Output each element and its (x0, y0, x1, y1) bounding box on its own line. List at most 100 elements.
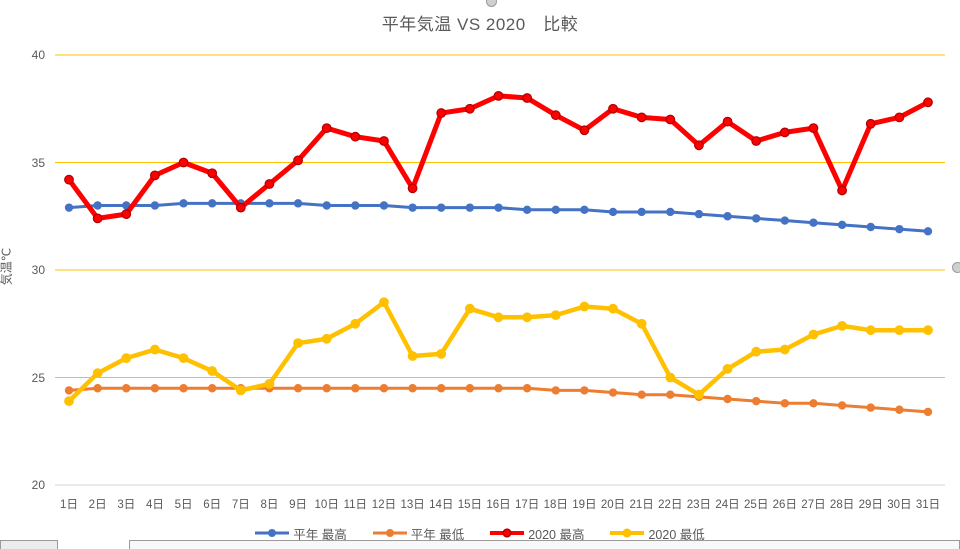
series-marker-2020 最低 (493, 312, 504, 323)
x-tick-label: 14日 (429, 499, 454, 511)
series-marker-2020 最高 (522, 93, 533, 103)
worksheet-cell-edge-right (129, 540, 960, 549)
series-marker-平年 最低 (751, 396, 761, 406)
series-marker-平年 最高 (408, 203, 417, 212)
series-marker-2020 最低 (264, 379, 275, 389)
legend-line-marker-icon (372, 528, 407, 538)
series-marker-2020 最低 (464, 303, 475, 314)
chart-legend[interactable]: 平年 最高 平年 最低 2020 最高 2020 最低 (0, 524, 960, 542)
x-tick-label: 31日 (915, 499, 941, 511)
series-marker-平年 最低 (837, 401, 847, 410)
y-tick-label: 35 (31, 155, 45, 170)
series-marker-2020 最高 (493, 90, 504, 101)
x-tick-label: 23日 (686, 499, 712, 511)
series-marker-平年 最高 (293, 199, 303, 208)
series-marker-平年 最高 (522, 205, 532, 214)
series-marker-平年 最高 (494, 203, 503, 212)
series-marker-2020 最低 (92, 368, 103, 379)
series-marker-2020 最高 (579, 125, 590, 136)
x-tick-label: 19日 (572, 499, 597, 511)
legend-item-2020 最低[interactable]: 2020 最低 (610, 524, 705, 543)
legend-label: 平年 最高 (293, 527, 347, 542)
x-tick-label: 24日 (715, 499, 740, 511)
series-marker-平年 最低 (666, 390, 675, 399)
x-tick-label: 3日 (117, 499, 136, 511)
series-marker-平年 最高 (64, 203, 74, 212)
series-marker-2020 最高 (923, 97, 933, 108)
series-marker-2020 最高 (608, 103, 618, 114)
legend-item-平年 最低[interactable]: 平年 最低 (372, 524, 465, 543)
series-marker-2020 最高 (751, 136, 762, 146)
y-tick-label: 30 (31, 263, 45, 277)
series-marker-2020 最高 (665, 114, 676, 125)
x-tick-label: 22日 (658, 499, 683, 511)
series-marker-平年 最低 (93, 384, 102, 393)
series-marker-平年 最高 (322, 201, 331, 210)
legend-item-平年 最高[interactable]: 平年 最高 (255, 524, 347, 543)
series-marker-2020 最低 (865, 325, 876, 336)
series-marker-平年 最低 (150, 384, 160, 393)
series-marker-平年 最高 (723, 212, 732, 221)
x-tick-label: 15日 (457, 499, 482, 511)
series-marker-2020 最低 (751, 346, 762, 357)
series-marker-2020 最高 (350, 131, 361, 142)
series-marker-2020 最高 (722, 116, 733, 127)
series-marker-平年 最高 (694, 209, 704, 219)
series-marker-平年 最高 (179, 199, 188, 208)
series-marker-2020 最高 (464, 103, 475, 114)
series-marker-平年 最低 (494, 384, 503, 393)
series-marker-2020 最低 (665, 372, 676, 383)
series-marker-2020 最高 (550, 110, 561, 121)
series-marker-2020 最低 (579, 301, 590, 312)
series-marker-2020 最低 (178, 353, 189, 364)
x-tick-label: 8日 (260, 499, 279, 511)
series-marker-平年 最低 (608, 388, 618, 397)
series-marker-2020 最高 (207, 168, 218, 179)
chart-selection-handle-top[interactable] (486, 0, 497, 7)
x-tick-label: 1日 (60, 499, 78, 511)
series-marker-2020 最高 (636, 112, 647, 123)
series-marker-平年 最高 (780, 216, 790, 225)
series-marker-平年 最低 (408, 384, 417, 393)
series-marker-2020 最高 (264, 179, 275, 189)
series-marker-平年 最高 (923, 227, 933, 236)
series-marker-平年 最低 (437, 384, 446, 393)
series-marker-平年 最高 (465, 203, 475, 212)
series-marker-平年 最高 (608, 207, 618, 217)
series-marker-2020 最低 (636, 318, 647, 329)
worksheet-cell-edge-left (0, 540, 58, 549)
legend-label: 2020 最高 (528, 527, 585, 542)
legend-item-2020 最高[interactable]: 2020 最高 (490, 524, 584, 543)
series-marker-2020 最高 (436, 108, 447, 118)
series-marker-平年 最高 (837, 220, 847, 230)
series-marker-2020 最低 (722, 364, 733, 374)
series-marker-2020 最低 (522, 312, 533, 323)
series-marker-平年 最低 (207, 384, 217, 393)
series-marker-2020 最高 (379, 136, 389, 146)
series-marker-2020 最低 (923, 325, 933, 336)
x-tick-label: 30日 (887, 499, 912, 511)
legend-label: 平年 最低 (410, 527, 465, 542)
y-tick-label: 25 (31, 370, 45, 385)
series-marker-2020 最低 (235, 385, 246, 396)
series-marker-平年 最低 (64, 386, 74, 395)
series-marker-2020 最高 (149, 170, 160, 181)
series-marker-平年 最高 (207, 199, 217, 208)
series-marker-平年 最高 (351, 201, 360, 210)
series-marker-2020 最高 (64, 174, 74, 185)
series-marker-平年 最低 (293, 384, 303, 393)
series-marker-平年 最高 (437, 203, 446, 212)
series-marker-平年 最高 (150, 201, 160, 210)
x-tick-label: 13日 (400, 499, 425, 511)
legend-line-marker-icon (610, 528, 645, 538)
series-marker-平年 最低 (723, 394, 732, 404)
series-marker-2020 最低 (894, 325, 905, 336)
series-marker-2020 最高 (865, 118, 876, 129)
chart-selection-handle-right[interactable] (952, 262, 960, 273)
series-marker-2020 最高 (178, 157, 189, 168)
x-tick-label: 18日 (543, 499, 568, 511)
series-marker-平年 最低 (122, 384, 131, 393)
series-marker-2020 最高 (92, 213, 103, 224)
